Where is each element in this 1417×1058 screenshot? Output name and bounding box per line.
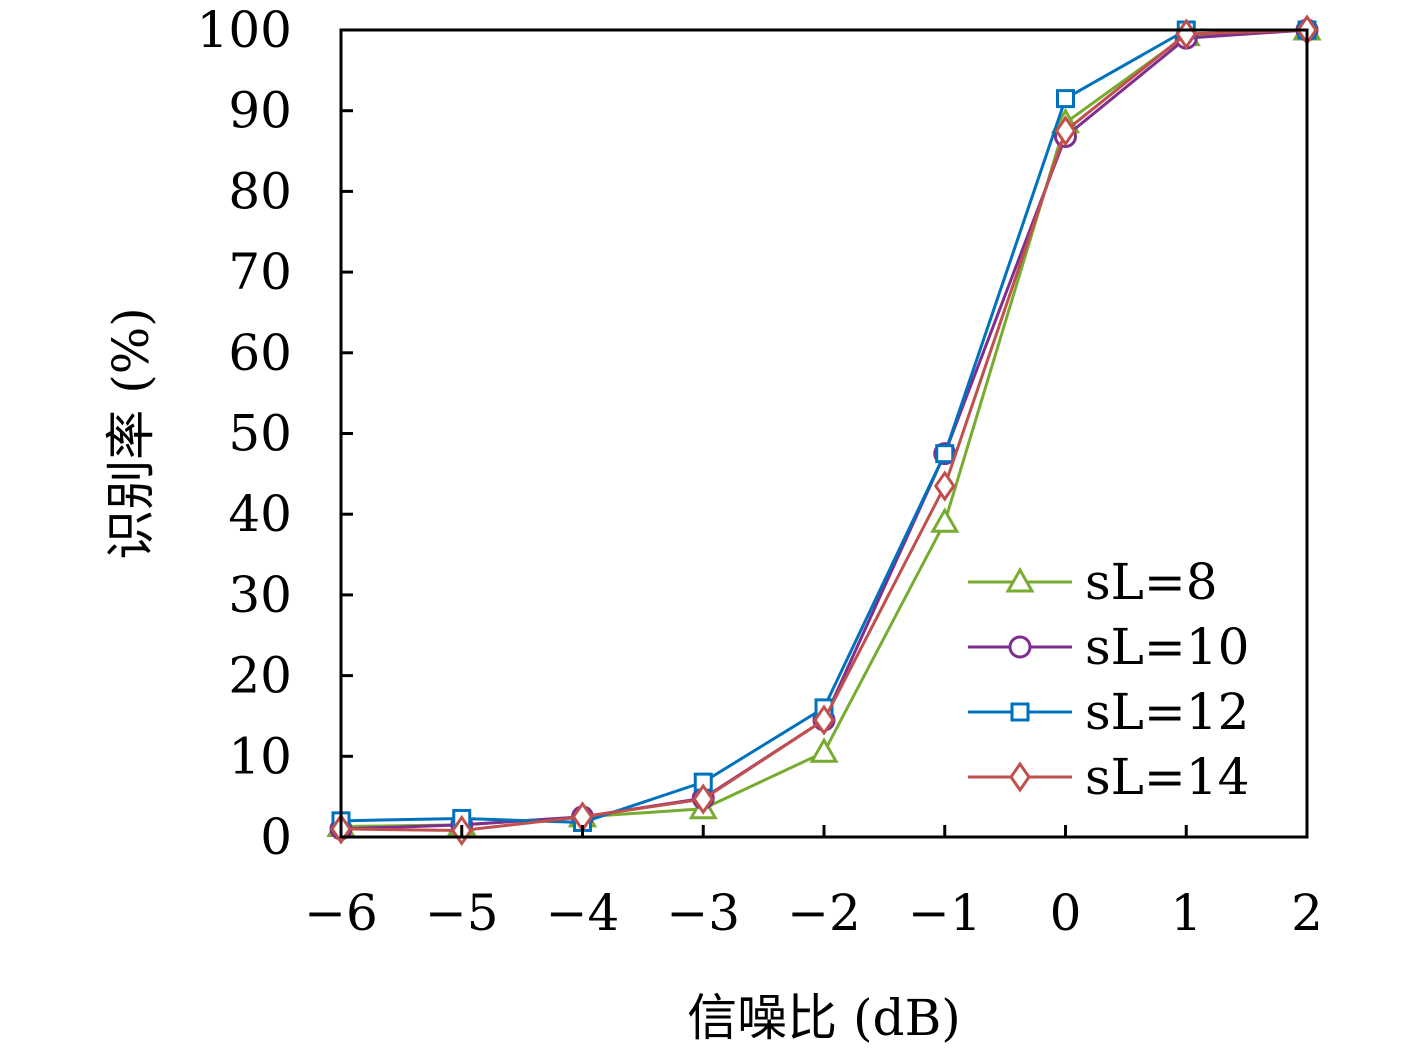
series-layer [326, 14, 1322, 847]
legend: sL=8 sL=10 sL=12 sL=14 [968, 553, 1249, 806]
legend-item: sL=12 [968, 683, 1249, 741]
legend-label: sL=14 [1085, 748, 1249, 806]
data-point [692, 783, 715, 815]
y-tick-label: 40 [228, 485, 292, 543]
data-point [813, 704, 835, 736]
y-tick-label: 20 [228, 647, 292, 705]
x-tick-label: −1 [908, 884, 982, 942]
data-point [930, 507, 960, 533]
data-point [935, 444, 955, 464]
legend-item: sL=8 [968, 553, 1218, 611]
legend-item: sL=14 [968, 748, 1249, 806]
x-tick-label: −5 [425, 884, 499, 942]
x-axis-title: 信噪比 (dB) [687, 989, 961, 1047]
legend-label: sL=8 [1085, 553, 1218, 611]
y-tick-label: 60 [228, 324, 292, 382]
y-tick-label: 30 [228, 566, 292, 624]
data-point [1054, 115, 1077, 147]
y-tick-label: 0 [260, 808, 292, 866]
y-tick-label: 70 [228, 243, 292, 301]
data-point [933, 470, 956, 502]
x-tick-label: 2 [1291, 884, 1323, 942]
legend-marker [1009, 761, 1031, 793]
data-point [1056, 89, 1075, 109]
legend-item: sL=10 [968, 618, 1249, 676]
data-point [809, 737, 839, 763]
x-tick-label: 1 [1170, 884, 1202, 942]
legend-label: sL=10 [1085, 618, 1249, 676]
legend-marker [1008, 635, 1032, 659]
x-tick-label: −4 [546, 884, 620, 942]
x-tick-label: −6 [304, 884, 378, 942]
y-tick-label: 100 [197, 1, 292, 59]
y-tick-label: 10 [228, 727, 292, 785]
x-tick-label: −2 [787, 884, 861, 942]
legend-marker [1005, 566, 1035, 593]
x-tick-label: −3 [666, 884, 740, 942]
x-axis-ticks: −6 −5 −4 −3 −2 −1 0 1 2 [304, 825, 1323, 942]
legend-label: sL=12 [1085, 683, 1249, 741]
y-axis-title: 识别率 (%) [102, 307, 160, 559]
y-tick-label: 90 [228, 82, 292, 140]
y-tick-label: 50 [228, 405, 292, 463]
x-tick-label: 0 [1050, 884, 1082, 942]
y-tick-label: 80 [228, 162, 292, 220]
legend-marker [1010, 702, 1030, 722]
y-axis-ticks: 0 10 20 30 40 50 60 70 80 90 100 [197, 1, 353, 866]
